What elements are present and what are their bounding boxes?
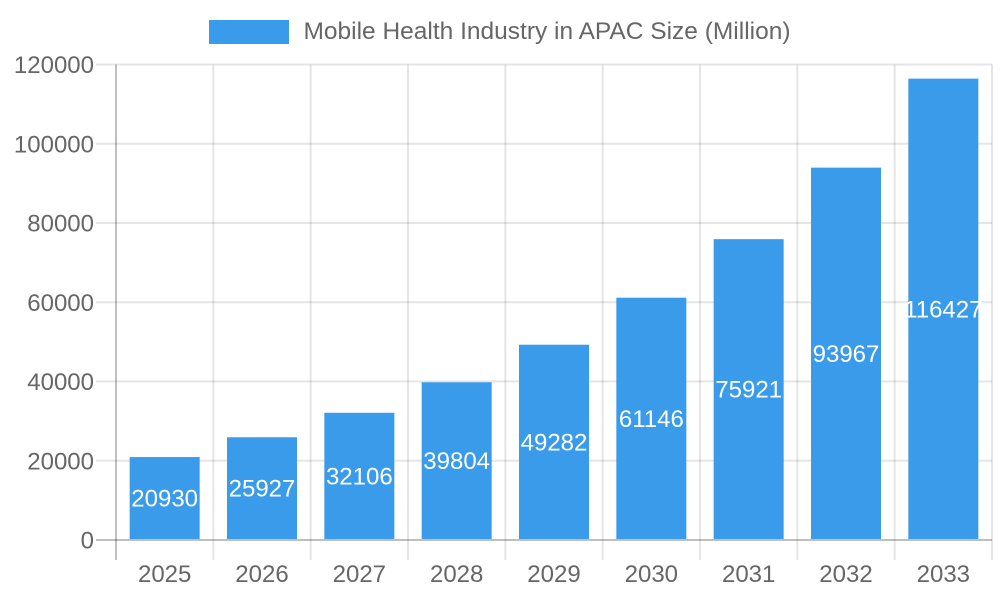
bar-value-label: 20930 xyxy=(131,486,198,513)
y-tick-label: 20000 xyxy=(27,448,94,475)
bar[interactable] xyxy=(519,344,589,539)
bar[interactable] xyxy=(324,412,395,539)
x-tick-label: 2029 xyxy=(527,561,580,588)
x-tick-label: 2031 xyxy=(722,561,775,588)
bar-value-label: 75921 xyxy=(715,377,782,404)
x-tick-label: 2028 xyxy=(430,561,483,588)
bar[interactable] xyxy=(227,437,297,539)
bar[interactable] xyxy=(616,297,687,539)
bar-value-label: 116427 xyxy=(904,296,982,323)
legend-label: Mobile Health Industry in APAC Size (Mil… xyxy=(303,18,791,45)
legend-swatch xyxy=(209,20,290,44)
legend-item[interactable]: Mobile Health Industry in APAC Size (Mil… xyxy=(209,18,791,45)
bar-value-label: 61146 xyxy=(619,406,684,433)
bar-value-label: 32106 xyxy=(326,463,393,490)
bar[interactable] xyxy=(421,382,492,539)
y-tick-label: 40000 xyxy=(27,369,94,396)
x-tick-label: 2025 xyxy=(138,561,191,588)
y-tick-label: 100000 xyxy=(14,131,94,158)
x-tick-label: 2033 xyxy=(917,561,970,588)
bar[interactable] xyxy=(811,167,881,539)
y-tick-label: 120000 xyxy=(14,52,94,79)
bar[interactable] xyxy=(129,457,200,539)
chart-legend: Mobile Health Industry in APAC Size (Mil… xyxy=(0,18,1000,45)
y-tick-label: 80000 xyxy=(27,211,94,238)
bar-value-label: 39804 xyxy=(423,448,490,475)
y-tick-label: 60000 xyxy=(27,290,94,317)
y-tick-label: 0 xyxy=(81,528,94,555)
x-tick-label: 2030 xyxy=(625,561,678,588)
bar[interactable] xyxy=(908,78,979,539)
bar-value-label: 93967 xyxy=(813,341,880,368)
bar[interactable] xyxy=(713,239,784,540)
x-tick-label: 2032 xyxy=(819,561,872,588)
bar-value-label: 25927 xyxy=(229,476,296,503)
x-tick-label: 2026 xyxy=(235,561,288,588)
bar-value-label: 49282 xyxy=(521,429,588,456)
x-tick-label: 2027 xyxy=(333,561,386,588)
